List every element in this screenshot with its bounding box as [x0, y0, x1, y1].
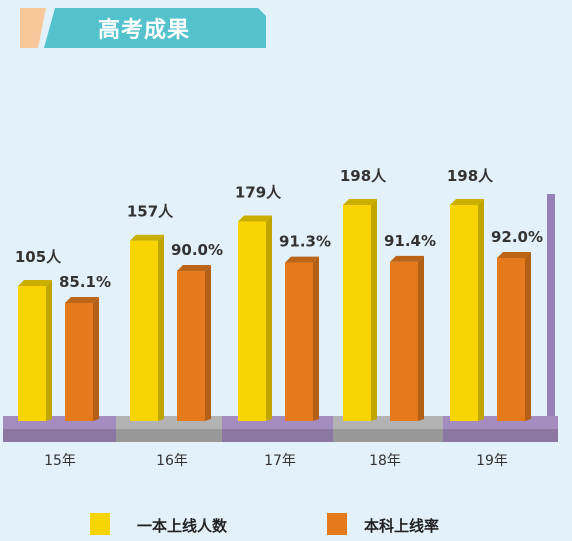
stage-front-segment: [3, 429, 116, 442]
bar-undergrad-rate-top: [177, 265, 211, 272]
stage-front-segment: [443, 429, 558, 442]
bar-first-tier-side: [478, 199, 484, 421]
stage-front-segment: [333, 429, 443, 442]
data-label-undergrad-rate: 85.1%: [59, 273, 111, 291]
legend-label-undergrad-rate: 本科上线率: [364, 517, 439, 535]
data-label-first-tier: 179人: [235, 184, 282, 202]
data-label-undergrad-rate: 91.3%: [279, 233, 331, 251]
bar-undergrad-rate-top: [65, 297, 99, 303]
bar-undergrad-rate-side: [418, 255, 424, 421]
bar-first-tier-top: [343, 199, 377, 205]
bar-undergrad-rate: [65, 303, 93, 421]
bar-undergrad-rate-top: [285, 256, 319, 263]
stage-front-segment: [116, 429, 222, 442]
bar-first-tier-side: [158, 234, 164, 421]
bar-undergrad-rate-side: [93, 297, 99, 421]
bar-undergrad-rate: [497, 258, 525, 421]
bar-first-tier: [18, 286, 46, 421]
bar-undergrad-rate-side: [313, 256, 319, 421]
bar-undergrad-rate: [177, 271, 205, 421]
bar-undergrad-rate-side: [525, 252, 531, 421]
data-label-first-tier: 198人: [447, 167, 494, 185]
chart-title: 高考成果: [98, 18, 191, 43]
bar-first-tier-side: [371, 199, 377, 421]
banner-shape: [20, 8, 266, 48]
bar-first-tier-top: [18, 280, 52, 286]
x-tick-label: 16年: [156, 453, 188, 469]
bar-first-tier: [238, 221, 266, 421]
bar-first-tier-top: [450, 199, 484, 205]
legend-label-first-tier: 一本上线人数: [137, 517, 228, 535]
data-label-first-tier: 198人: [340, 167, 387, 185]
bar-first-tier-side: [46, 280, 52, 421]
data-label-first-tier: 157人: [127, 203, 174, 221]
bar-undergrad-rate-top: [497, 252, 531, 258]
x-tick-label: 15年: [44, 453, 76, 469]
data-label-first-tier: 105人: [15, 248, 62, 266]
bar-first-tier-side: [266, 215, 272, 421]
title-banner: 高考成果: [0, 0, 572, 56]
x-tick-label: 17年: [264, 453, 296, 469]
bar-undergrad-rate-side: [205, 265, 211, 421]
bar-first-tier-top: [238, 215, 272, 222]
legend-swatch-first-tier: [90, 513, 110, 535]
bar-undergrad-rate: [285, 262, 313, 421]
bar-first-tier: [343, 205, 371, 421]
bar-first-tier: [450, 205, 478, 421]
x-tick-label: 18年: [369, 453, 401, 469]
bar-first-tier-top: [130, 234, 164, 241]
legend-swatch-undergrad-rate: [327, 513, 347, 535]
data-label-undergrad-rate: 91.4%: [384, 232, 436, 250]
bar-first-tier: [130, 240, 158, 421]
stage-post: [547, 194, 555, 426]
bar-undergrad-rate: [390, 261, 418, 421]
stage-front-segment: [222, 429, 333, 442]
bar-undergrad-rate-top: [390, 255, 424, 262]
data-label-undergrad-rate: 90.0%: [171, 241, 223, 259]
data-label-undergrad-rate: 92.0%: [491, 228, 543, 246]
x-tick-label: 19年: [476, 453, 508, 469]
